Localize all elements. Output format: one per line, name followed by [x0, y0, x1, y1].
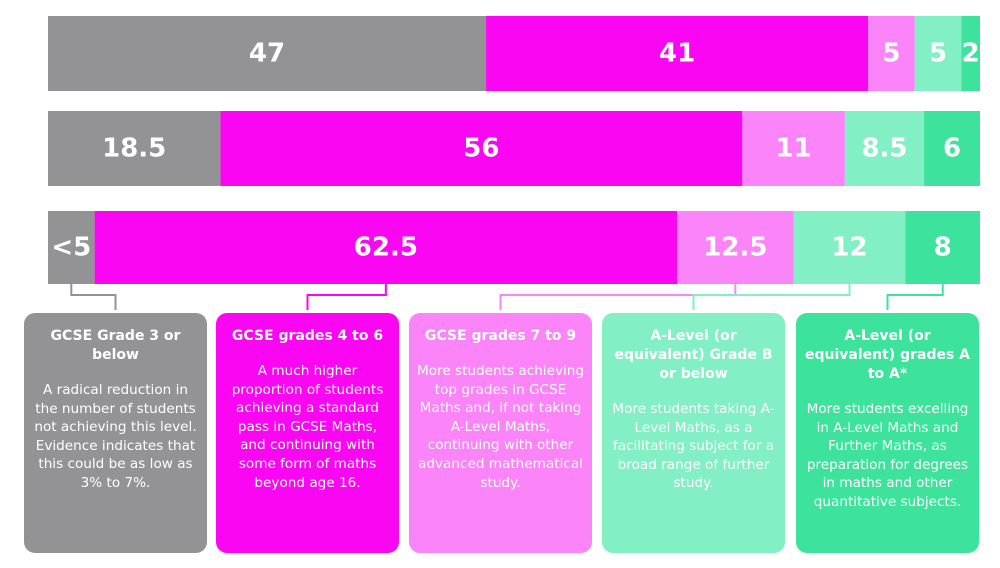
bar-segment-alevel-b-or-below	[793, 211, 906, 284]
legend-card-description: A much higher proportion of students ach…	[231, 363, 384, 491]
connector-line	[692, 284, 851, 310]
legend-card-title: GCSE grades 7 to 9	[424, 328, 577, 344]
legend-card-grade3-or-below: GCSE Grade 3 or below A radical reductio…	[24, 313, 207, 553]
bar-segment-alevel-a-to-astar	[961, 16, 980, 91]
connector-line	[70, 284, 117, 310]
bar-segment-alevel-b-or-below	[914, 16, 962, 91]
data-label: 41	[659, 39, 695, 69]
data-label: 62.5	[354, 233, 418, 263]
data-label: 12	[831, 233, 867, 263]
legend-card-gcse-4-to-6: GCSE grades 4 to 6 A much higher proport…	[216, 313, 399, 553]
data-label: 8.5	[861, 134, 907, 164]
legend-card-description: More students achieving top grades in GC…	[417, 363, 585, 491]
bar-segment-gcse-4-to-6	[486, 16, 869, 91]
stacked-bar-chart: 47 41 5 5 218.5 56 11 8.5 6<5 62.5 12.5 12 8	[48, 16, 980, 310]
data-label: 56	[463, 134, 499, 164]
bar-segment-grade3-or-below	[48, 16, 487, 91]
bar-segment-alevel-a-to-astar	[905, 211, 980, 284]
legend-card-alevel-b-or-below: A-Level (or equivalent) Grade B or below…	[602, 313, 785, 553]
bar-segment-gcse-7-to-9	[868, 16, 915, 91]
legend-card-title: GCSE grades 4 to 6	[231, 328, 384, 344]
legend-card-title: GCSE Grade 3 or below	[50, 328, 181, 363]
legend-card-description: A radical reduction in the number of stu…	[34, 382, 197, 491]
legend-card-alevel-a-to-astar: A-Level (or equivalent) grades A to A* M…	[796, 313, 979, 553]
data-label: 11	[776, 134, 812, 164]
connector-line	[499, 284, 737, 310]
connector-line	[306, 284, 387, 310]
legend-card-gcse-7-to-9: GCSE grades 7 to 9 More students achievi…	[409, 313, 592, 553]
bar-segment-grade3-or-below	[48, 211, 95, 284]
data-label: 2	[962, 39, 980, 69]
data-label: 6	[943, 134, 961, 164]
data-label: 5	[929, 39, 947, 69]
data-label: 47	[249, 39, 285, 69]
connector-line	[886, 284, 944, 310]
legend-card-description: More students taking A-Level Maths, as a…	[612, 401, 775, 492]
data-label: 8	[934, 233, 952, 263]
data-label: <5	[51, 233, 91, 263]
bar-segment-grade3-or-below	[48, 111, 221, 186]
legend-card-description: More students excelling in A-Level Maths…	[806, 401, 969, 510]
data-label: 18.5	[102, 134, 166, 164]
legend-card-title: A-Level (or equivalent) grades A to A*	[804, 328, 970, 382]
bar-segment-alevel-a-to-astar	[924, 111, 980, 186]
bar-segment-gcse-4-to-6	[220, 111, 743, 186]
bar-segment-gcse-4-to-6	[94, 211, 678, 284]
bar-segment-gcse-7-to-9	[677, 211, 794, 284]
data-label: 5	[882, 39, 900, 69]
data-label: 12.5	[703, 233, 767, 263]
bar-segment-gcse-7-to-9	[742, 111, 845, 186]
legend-card-title: A-Level (or equivalent) Grade B or below	[614, 328, 773, 382]
bar-segment-alevel-b-or-below	[844, 111, 925, 186]
